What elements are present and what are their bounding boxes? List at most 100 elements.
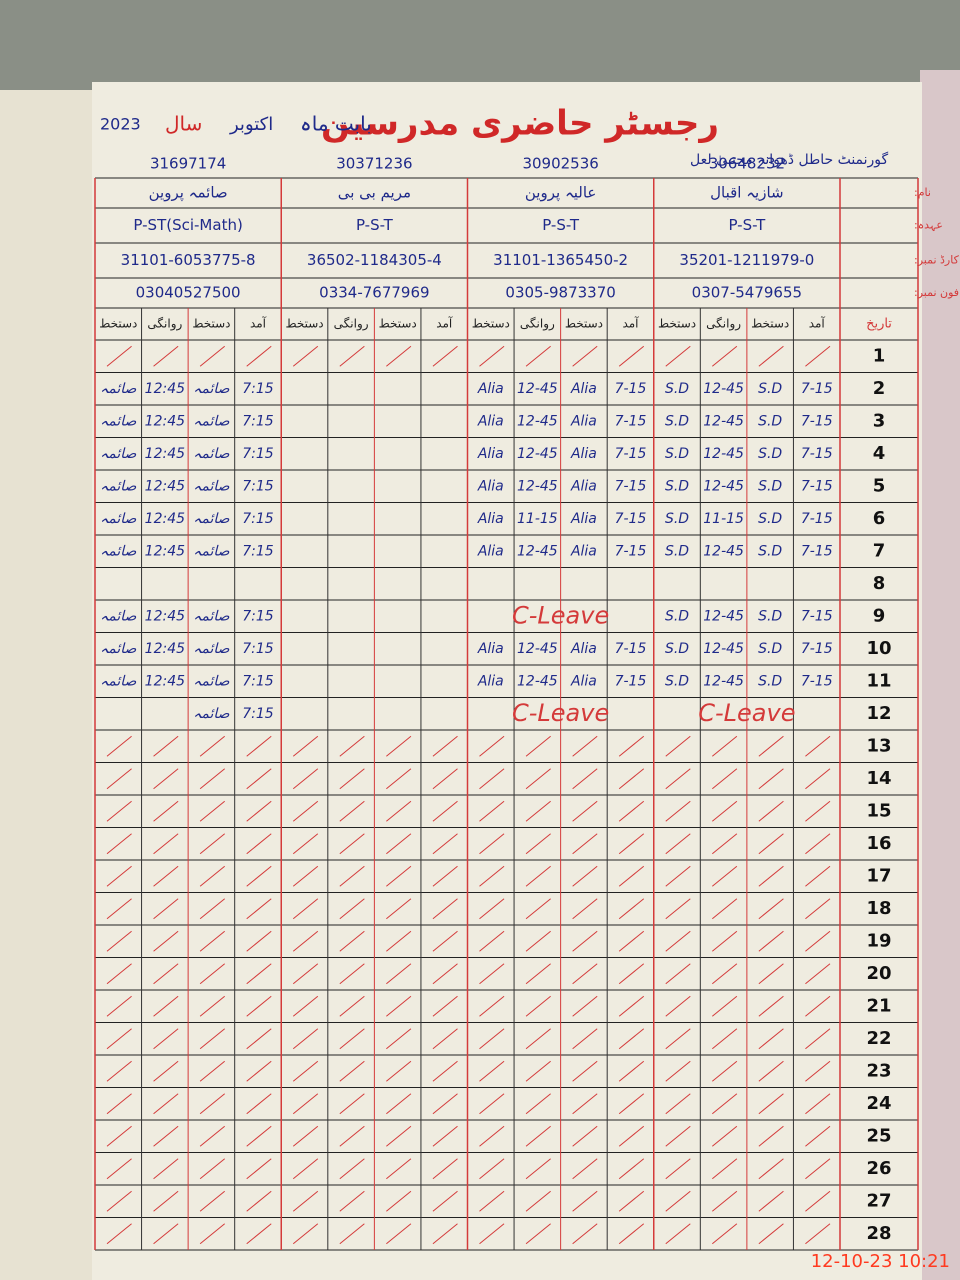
time-entry: 7:15	[242, 673, 274, 689]
blank-slash	[246, 345, 272, 367]
blank-slash	[525, 1093, 551, 1115]
blank-slash	[199, 963, 226, 985]
date-number: 5	[873, 475, 886, 496]
signature: S.D	[758, 413, 782, 429]
blank-slash	[525, 768, 551, 790]
blank-slash	[618, 930, 645, 952]
signature: صائمہ	[193, 478, 229, 494]
blank-slash	[618, 345, 645, 367]
blank-slash	[153, 768, 179, 790]
blank-slash	[711, 1093, 738, 1115]
blank-slash	[153, 833, 179, 855]
blank-slash	[199, 1125, 226, 1147]
blank-slash	[572, 1093, 598, 1115]
blank-slash	[246, 1060, 272, 1082]
signature: صائمہ	[193, 706, 229, 722]
time-entry: 12:45	[145, 543, 185, 559]
blank-slash	[246, 800, 272, 822]
signature: Alia	[477, 641, 504, 657]
blank-slash	[618, 963, 645, 985]
time-entry: 12:45	[145, 446, 185, 462]
blank-slash	[199, 930, 226, 952]
blank-slash	[665, 800, 691, 822]
blank-slash	[386, 768, 412, 790]
teacher-name: مریم بی بی	[338, 184, 411, 202]
blank-slash	[153, 800, 179, 822]
blank-slash	[339, 930, 365, 952]
blank-slash	[246, 1028, 272, 1050]
blank-slash	[572, 898, 598, 920]
blank-slash	[711, 865, 738, 887]
time-entry: 7-15	[615, 673, 647, 689]
signature: Alia	[570, 446, 597, 462]
blank-slash	[525, 930, 551, 952]
blank-slash	[292, 1028, 319, 1050]
blank-slash	[106, 800, 132, 822]
blank-slash	[805, 345, 831, 367]
signature: صائمہ	[193, 511, 229, 527]
time-entry: 12-45	[703, 641, 744, 657]
blank-slash	[805, 1158, 831, 1180]
blank-slash	[618, 995, 645, 1017]
row-label: نام:	[914, 186, 931, 199]
blank-slash	[339, 1190, 365, 1212]
time-entry: 11-15	[517, 511, 558, 527]
blank-slash	[805, 995, 831, 1017]
blank-slash	[199, 1223, 226, 1245]
blank-slash	[199, 800, 226, 822]
blank-slash	[153, 898, 179, 920]
date-number: 14	[866, 768, 891, 789]
teacher-phone: 0334-7677969	[319, 284, 429, 302]
blank-slash	[805, 1223, 831, 1245]
blank-slash	[432, 768, 458, 790]
timestamp: 12-10-23 10:21	[811, 1251, 950, 1272]
signature: S.D	[665, 673, 689, 689]
blank-slash	[106, 930, 132, 952]
blank-slash	[758, 963, 784, 985]
blank-slash	[618, 1223, 645, 1245]
blank-slash	[665, 1158, 691, 1180]
time-entry: 12-45	[517, 673, 558, 689]
blank-slash	[805, 1125, 831, 1147]
signature: S.D	[758, 673, 782, 689]
teacher-post: P-S-T	[728, 216, 766, 234]
signature: صائمہ	[100, 673, 136, 689]
blank-slash	[525, 735, 551, 757]
blank-slash	[386, 1093, 412, 1115]
blank-slash	[572, 1028, 598, 1050]
blank-slash	[805, 963, 831, 985]
signature: صائمہ	[100, 608, 136, 624]
signature: Alia	[477, 543, 504, 559]
teacher-name: صائمہ پروین	[149, 184, 228, 203]
blank-slash	[199, 1158, 226, 1180]
subcolumn-header: دستخط	[565, 317, 603, 331]
blank-slash	[339, 1060, 365, 1082]
blank-slash	[292, 995, 319, 1017]
time-entry: 7-15	[801, 608, 833, 624]
page-edges	[920, 70, 960, 1280]
date-number: 25	[866, 1125, 891, 1146]
blank-slash	[153, 1190, 179, 1212]
blank-slash	[711, 768, 738, 790]
teacher-code: 30371236	[336, 155, 412, 173]
blank-slash	[246, 930, 272, 952]
blank-slash	[432, 735, 458, 757]
time-entry: 7:15	[242, 511, 274, 527]
blank-slash	[665, 1028, 691, 1050]
blank-slash	[106, 768, 132, 790]
time-entry: 7:15	[242, 446, 274, 462]
subcolumn-header: دستخط	[379, 317, 417, 331]
blank-slash	[386, 963, 412, 985]
blank-slash	[618, 865, 645, 887]
left-page	[0, 90, 100, 1280]
teacher-name: شازیہ اقبال	[710, 184, 783, 202]
blank-slash	[339, 1223, 365, 1245]
date-number: 9	[873, 605, 886, 626]
signature: صائمہ	[100, 641, 136, 657]
signature: صائمہ	[193, 641, 229, 657]
blank-slash	[432, 1190, 458, 1212]
blank-slash	[805, 800, 831, 822]
blank-slash	[246, 963, 272, 985]
signature: Alia	[570, 381, 597, 397]
blank-slash	[432, 1028, 458, 1050]
